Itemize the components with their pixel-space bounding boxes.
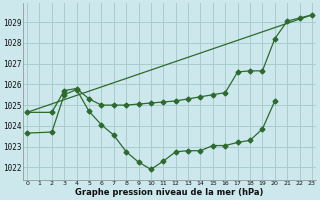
X-axis label: Graphe pression niveau de la mer (hPa): Graphe pression niveau de la mer (hPa) xyxy=(75,188,264,197)
